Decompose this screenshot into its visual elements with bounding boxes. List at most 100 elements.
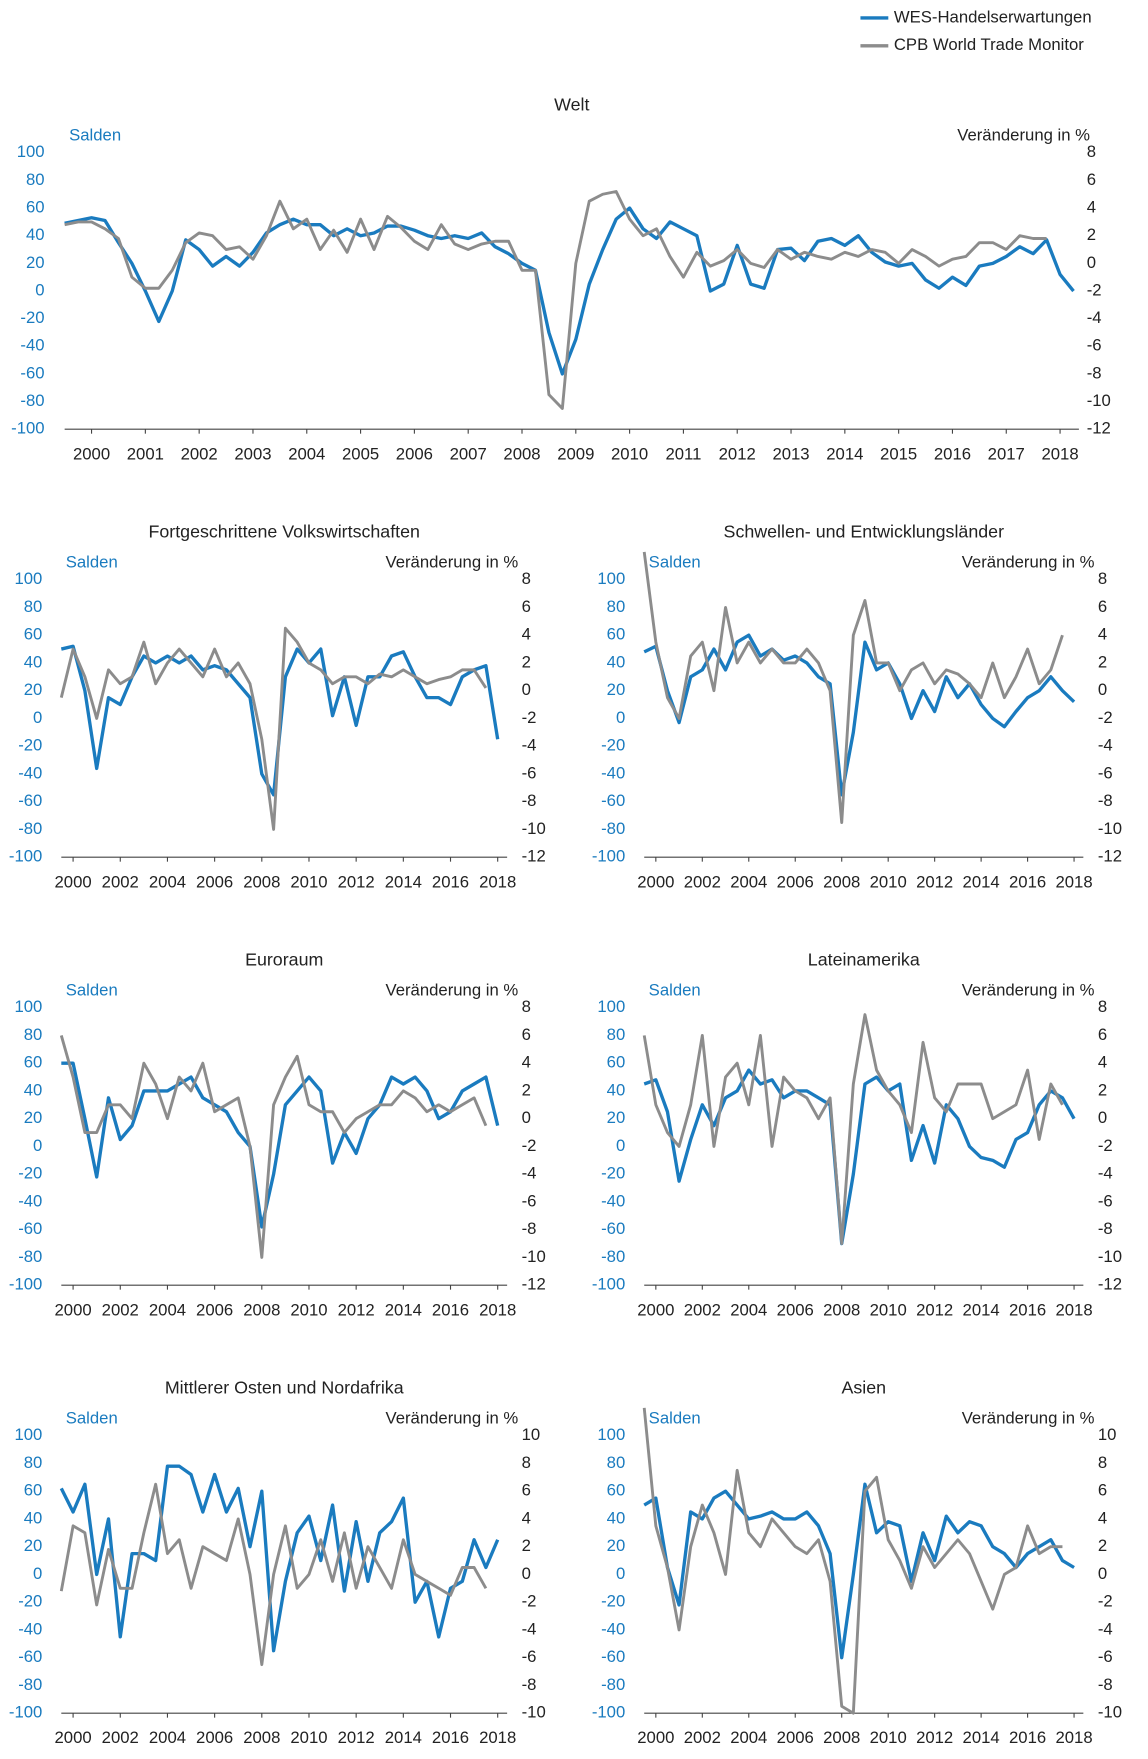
y2-tick-label: -2 bbox=[1087, 280, 1102, 299]
series-line bbox=[59, 1482, 488, 1667]
y-tick-label: -60 bbox=[20, 363, 44, 382]
y2-tick-label: -12 bbox=[522, 1275, 546, 1294]
series-line bbox=[64, 190, 1047, 410]
series-line bbox=[59, 626, 488, 831]
y-tick-label: 100 bbox=[14, 997, 42, 1016]
series-line bbox=[643, 1482, 1075, 1660]
x-tick-label: 2013 bbox=[772, 444, 809, 463]
x-tick-label: 2018 bbox=[479, 1300, 516, 1319]
series-line bbox=[61, 1061, 500, 1229]
y2-tick-label: -10 bbox=[522, 819, 546, 838]
y-tick-label: 40 bbox=[24, 652, 43, 671]
y-tick-label: -80 bbox=[601, 1675, 625, 1694]
y-tick-label: 0 bbox=[616, 708, 625, 727]
y2-tick-label: -4 bbox=[1098, 1619, 1113, 1638]
y2-tick-label: 8 bbox=[1098, 1453, 1107, 1472]
y2-tick-label: 0 bbox=[1098, 680, 1107, 699]
y2-tick-label: -6 bbox=[1098, 763, 1113, 782]
y2-axis-label: Veränderung in % bbox=[962, 980, 1095, 999]
y-tick-label: -20 bbox=[20, 308, 44, 327]
y2-tick-label: -8 bbox=[522, 1219, 537, 1238]
y-tick-label: -60 bbox=[601, 791, 625, 810]
y-tick-label: 60 bbox=[24, 1481, 43, 1500]
x-tick-label: 2016 bbox=[934, 444, 971, 463]
y-tick-label: 80 bbox=[607, 1025, 626, 1044]
y2-tick-label: -2 bbox=[1098, 708, 1113, 727]
y2-tick-label: -8 bbox=[522, 1675, 537, 1694]
x-tick-label: 2006 bbox=[196, 1728, 233, 1747]
x-tick-label: 2016 bbox=[1009, 1728, 1046, 1747]
chart-title: Mittlerer Osten und Nordafrika bbox=[165, 1378, 404, 1398]
y2-tick-label: -6 bbox=[522, 1191, 537, 1210]
y2-axis-label: Veränderung in % bbox=[957, 126, 1090, 145]
series-line bbox=[642, 551, 1064, 824]
y-axis-label: Salden bbox=[66, 980, 118, 999]
x-tick-label: 2004 bbox=[730, 872, 767, 891]
y2-tick-label: -10 bbox=[1098, 1247, 1122, 1266]
y2-tick-label: 0 bbox=[1087, 253, 1096, 272]
y2-tick-label: -4 bbox=[1087, 308, 1102, 327]
x-tick-label: 2002 bbox=[684, 872, 721, 891]
y-axis-label: Salden bbox=[69, 126, 121, 145]
x-tick-label: 2002 bbox=[102, 1300, 139, 1319]
y-axis-label: Salden bbox=[649, 552, 701, 571]
y-tick-label: 80 bbox=[24, 1025, 43, 1044]
x-tick-label: 2008 bbox=[823, 872, 860, 891]
y-tick-label: -60 bbox=[18, 1647, 42, 1666]
y-tick-label: -20 bbox=[601, 736, 625, 755]
x-tick-label: 2012 bbox=[338, 872, 375, 891]
x-tick-label: 2012 bbox=[916, 1300, 953, 1319]
x-tick-label: 2018 bbox=[1041, 444, 1078, 463]
x-tick-label: 2014 bbox=[385, 872, 422, 891]
y-tick-label: -100 bbox=[9, 1703, 42, 1722]
y2-tick-label: -12 bbox=[1098, 847, 1122, 866]
y2-tick-label: -6 bbox=[522, 1647, 537, 1666]
y-tick-label: -40 bbox=[18, 763, 42, 782]
y-tick-label: 20 bbox=[24, 680, 43, 699]
y-tick-label: 0 bbox=[33, 1136, 42, 1155]
x-tick-label: 2006 bbox=[196, 1300, 233, 1319]
y2-tick-label: 8 bbox=[522, 997, 531, 1016]
x-tick-label: 2000 bbox=[637, 1728, 674, 1747]
x-tick-label: 2006 bbox=[777, 1300, 814, 1319]
y-tick-label: 80 bbox=[26, 170, 45, 189]
y-tick-label: 20 bbox=[26, 253, 45, 272]
x-tick-label: 2000 bbox=[55, 1300, 92, 1319]
x-tick-label: 2004 bbox=[149, 1300, 186, 1319]
x-tick-label: 2016 bbox=[432, 872, 469, 891]
chart-title: Schwellen- und Entwicklungsländer bbox=[724, 522, 1005, 542]
x-tick-label: 2004 bbox=[288, 444, 325, 463]
x-tick-label: 2008 bbox=[243, 872, 280, 891]
y2-tick-label: 4 bbox=[522, 1053, 531, 1072]
x-tick-label: 2010 bbox=[290, 872, 327, 891]
y2-tick-label: -4 bbox=[522, 736, 537, 755]
x-tick-label: 2017 bbox=[988, 444, 1025, 463]
y-tick-label: 40 bbox=[607, 652, 626, 671]
y-tick-label: 60 bbox=[26, 198, 45, 217]
y2-tick-label: 2 bbox=[1098, 1080, 1107, 1099]
x-tick-label: 2008 bbox=[243, 1300, 280, 1319]
x-tick-label: 2014 bbox=[826, 444, 863, 463]
y-tick-label: 100 bbox=[597, 1425, 625, 1444]
chart-title: Euroraum bbox=[245, 950, 323, 970]
x-tick-label: 2014 bbox=[963, 872, 1000, 891]
y-tick-label: 100 bbox=[14, 1425, 42, 1444]
y2-tick-label: 6 bbox=[1087, 170, 1096, 189]
x-tick-label: 2008 bbox=[823, 1300, 860, 1319]
y2-tick-label: -8 bbox=[1098, 1675, 1113, 1694]
y-tick-label: 100 bbox=[597, 997, 625, 1016]
y-tick-label: -40 bbox=[20, 336, 44, 355]
x-tick-label: 2002 bbox=[181, 444, 218, 463]
y-tick-label: 0 bbox=[33, 708, 42, 727]
x-tick-label: 2008 bbox=[243, 1728, 280, 1747]
y-tick-label: -20 bbox=[601, 1592, 625, 1611]
y-tick-label: 40 bbox=[607, 1508, 626, 1527]
y2-tick-label: -2 bbox=[1098, 1136, 1113, 1155]
x-tick-label: 2008 bbox=[503, 444, 540, 463]
x-tick-label: 2018 bbox=[1055, 872, 1092, 891]
x-tick-label: 2004 bbox=[149, 872, 186, 891]
y2-tick-label: -12 bbox=[1098, 1275, 1122, 1294]
y2-tick-label: 6 bbox=[522, 1025, 531, 1044]
chart-title: Lateinamerika bbox=[808, 950, 920, 970]
series-line bbox=[642, 1013, 1064, 1246]
